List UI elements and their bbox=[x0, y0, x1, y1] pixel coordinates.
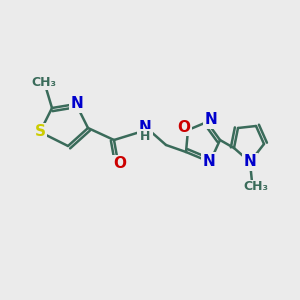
Text: CH₃: CH₃ bbox=[32, 76, 56, 88]
Text: N: N bbox=[205, 112, 218, 128]
Text: S: S bbox=[34, 124, 46, 140]
Text: O: O bbox=[113, 157, 127, 172]
Text: CH₃: CH₃ bbox=[244, 181, 268, 194]
Text: O: O bbox=[178, 119, 190, 134]
Text: H: H bbox=[140, 130, 150, 142]
Text: N: N bbox=[244, 154, 256, 169]
Text: N: N bbox=[139, 119, 152, 134]
Text: N: N bbox=[70, 97, 83, 112]
Text: N: N bbox=[202, 154, 215, 169]
